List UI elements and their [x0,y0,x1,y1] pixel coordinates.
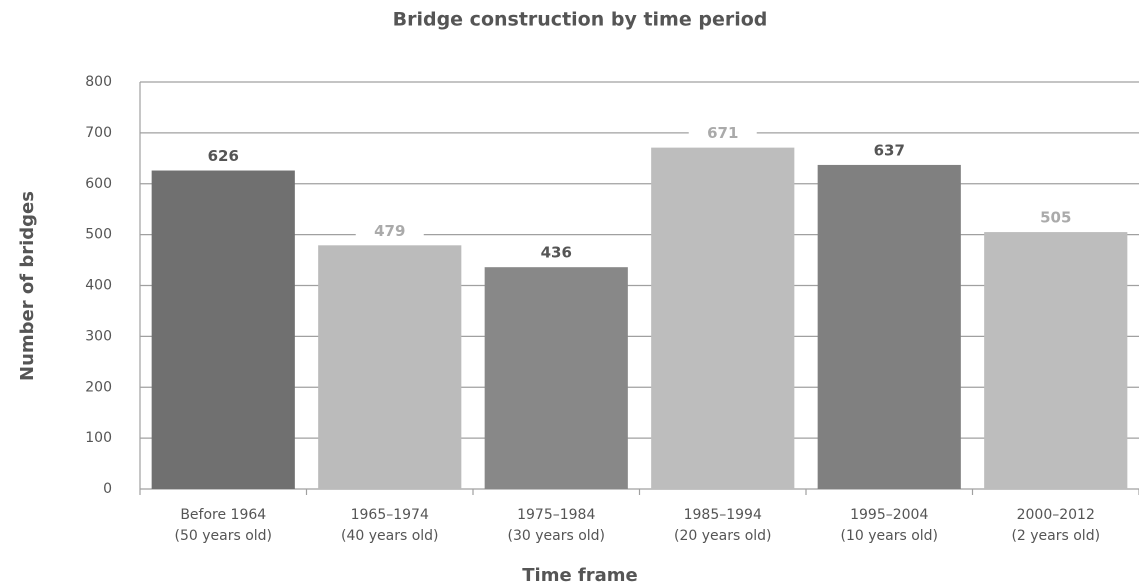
chart-title: Bridge construction by time period [393,9,768,31]
x-axis-label: Time frame [522,565,638,586]
y-tick-label: 700 [85,125,112,141]
value-label: 505 [1040,209,1071,227]
value-label-background [688,123,757,144]
value-label-background [1021,208,1090,229]
x-tick-label: 1985–1994 [684,507,762,523]
y-tick-label: 400 [85,278,112,294]
x-tick-sublabel: (50 years old) [174,528,272,544]
value-label: 436 [541,244,572,262]
value-label: 626 [208,147,239,165]
x-tick-label: 2000–2012 [1017,507,1095,523]
bar [318,245,462,489]
y-tick-label: 200 [85,379,112,395]
bar [484,267,628,489]
bar [151,170,295,489]
y-tick-label: 0 [103,481,112,497]
y-axis-label: Number of bridges [17,191,38,381]
x-tick-label: Before 1964 [180,507,266,523]
y-tick-label: 100 [85,430,112,446]
bar [651,147,795,489]
value-label-background [855,140,924,161]
x-tick-label: 1965–1974 [351,507,429,523]
x-tick-sublabel: (10 years old) [840,528,938,544]
y-tick-label: 600 [85,176,112,192]
bar [984,232,1128,490]
y-tick-label: 300 [85,328,112,344]
y-tick-label: 800 [85,74,112,90]
x-tick-sublabel: (2 years old) [1011,528,1100,544]
value-label-background [189,146,258,167]
value-label-background [522,243,591,264]
value-label-background [355,221,424,242]
x-tick-sublabel: (20 years old) [674,528,772,544]
x-tick-sublabel: (30 years old) [507,528,605,544]
x-tick-label: 1975–1984 [517,507,595,523]
bar [817,164,961,489]
x-tick-label: 1995–2004 [850,507,928,523]
value-label: 479 [374,222,405,240]
y-tick-label: 500 [85,227,112,243]
value-label: 637 [874,141,905,159]
value-label: 671 [707,124,738,142]
x-tick-sublabel: (40 years old) [341,528,439,544]
